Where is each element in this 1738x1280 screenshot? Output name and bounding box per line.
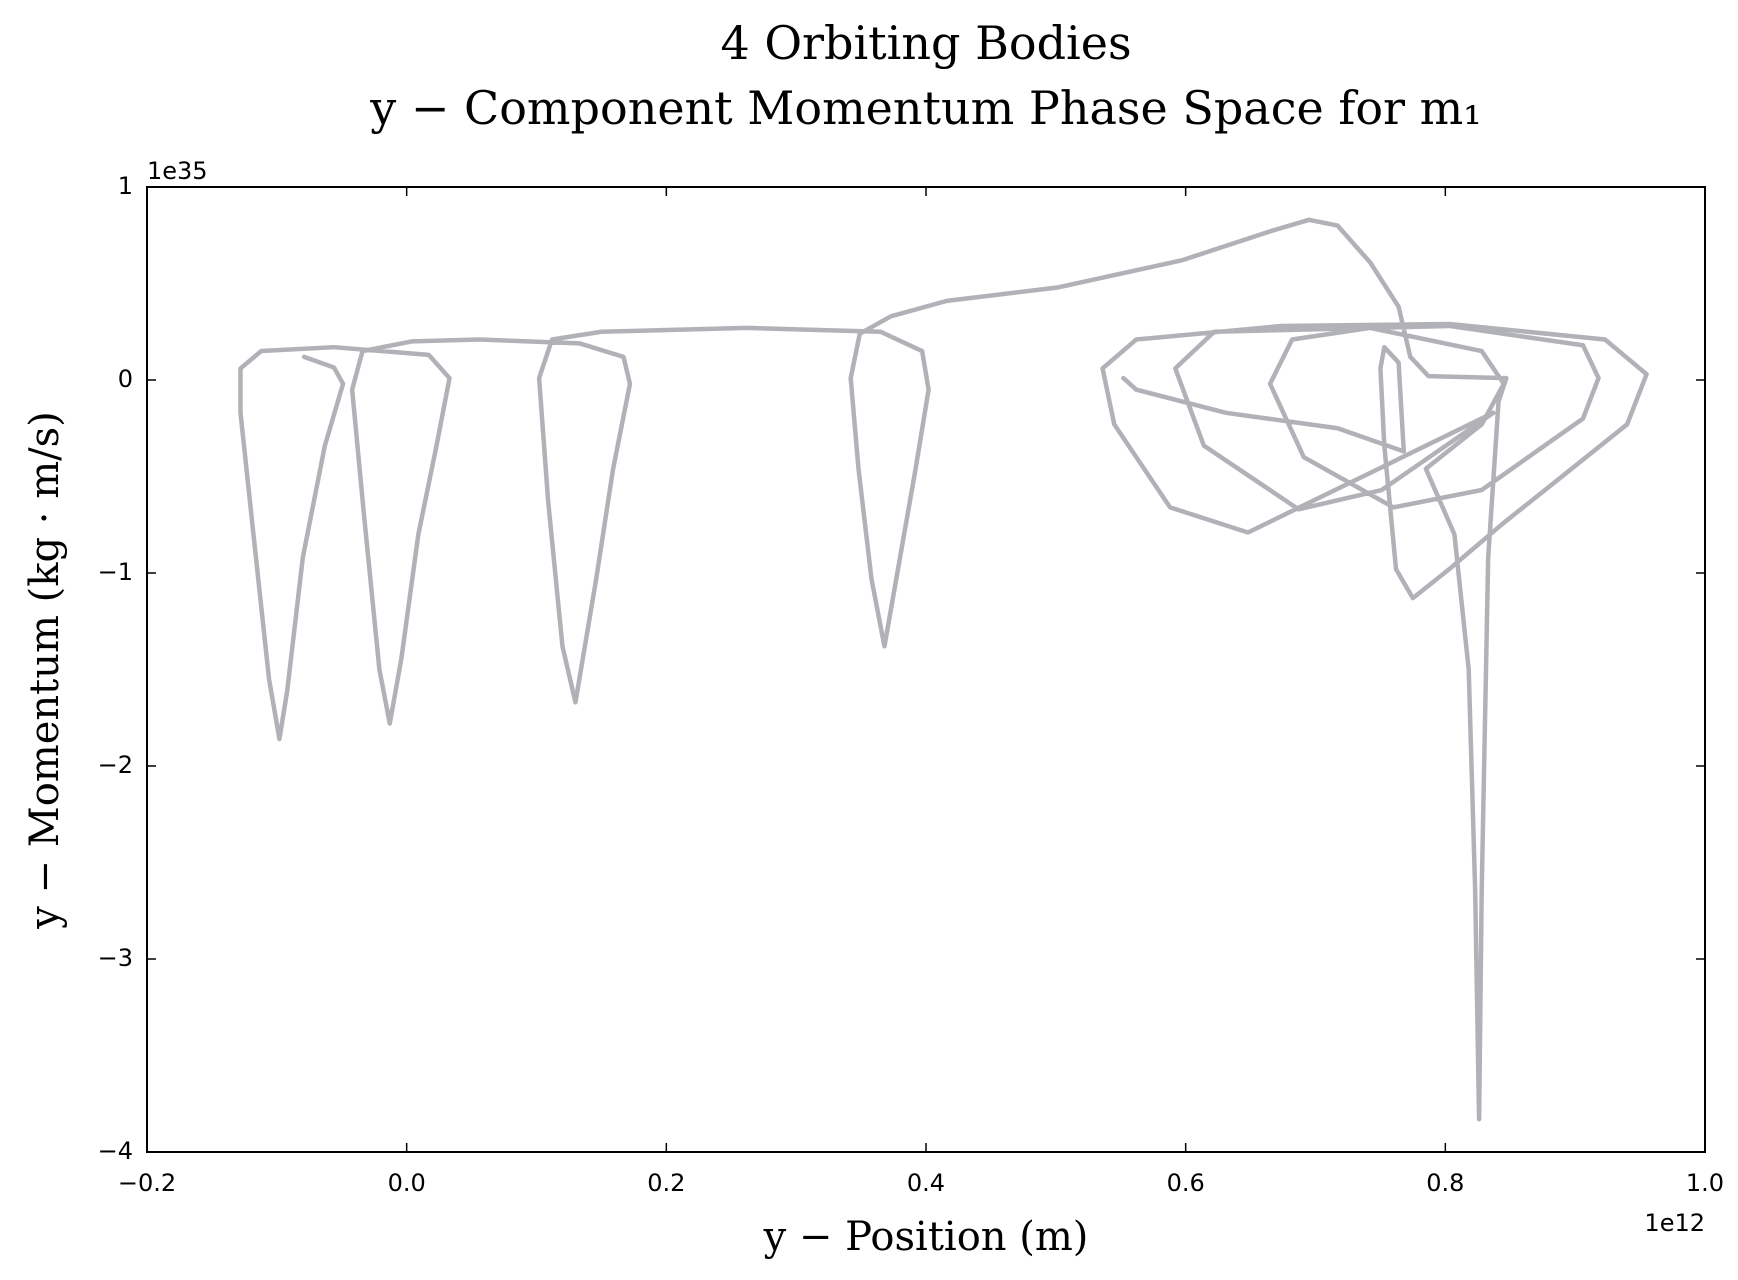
y-axis-label: y − Momentum (kg · m/s) [22, 411, 68, 930]
x-axis-label: y − Position (m) [763, 1214, 1089, 1260]
y-tick-label: −4 [98, 1137, 133, 1165]
y-tick-label: 0 [118, 365, 133, 393]
x-tick-label: 0.4 [907, 1169, 945, 1197]
y-tick-label: −2 [98, 751, 133, 779]
x-tick-label: 0.2 [647, 1169, 685, 1197]
chart-subtitle: y − Component Momentum Phase Space for m… [369, 81, 1481, 135]
y-tick-label: −1 [98, 558, 133, 586]
y-tick-label: −3 [98, 944, 133, 972]
trajectory-line [238, 217, 1649, 1122]
y-offset-label: 1e35 [147, 157, 208, 185]
chart-title: 4 Orbiting Bodies [720, 16, 1131, 70]
x-tick-label: 1.0 [1686, 1169, 1724, 1197]
x-tick-label: −0.2 [118, 1169, 176, 1197]
x-tick-label: 0.0 [388, 1169, 426, 1197]
x-tick-label: 0.6 [1167, 1169, 1205, 1197]
y-tick-label: 1 [118, 172, 133, 200]
x-offset-label: 1e12 [1644, 1209, 1705, 1237]
x-tick-label: 0.8 [1426, 1169, 1464, 1197]
